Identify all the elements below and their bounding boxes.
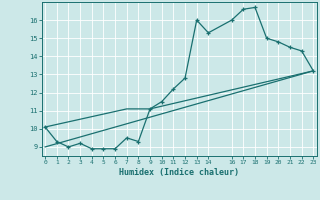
X-axis label: Humidex (Indice chaleur): Humidex (Indice chaleur) [119, 168, 239, 177]
